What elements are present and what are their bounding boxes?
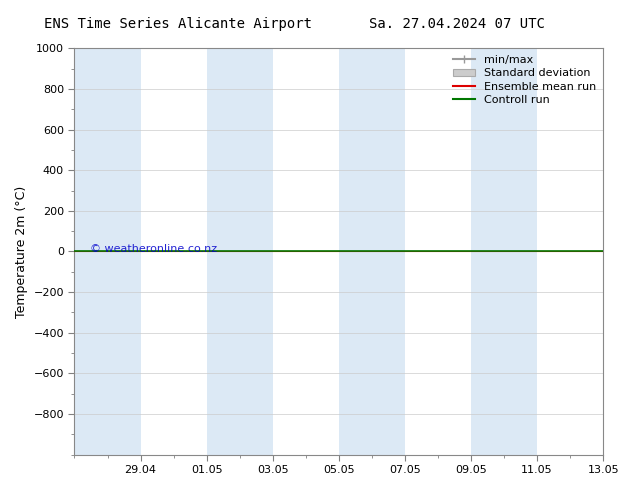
Bar (339, 49, 405, 455)
Text: Sa. 27.04.2024 07 UTC: Sa. 27.04.2024 07 UTC (368, 17, 545, 31)
Bar (471, 49, 537, 455)
Text: ENS Time Series Alicante Airport: ENS Time Series Alicante Airport (44, 17, 311, 31)
Bar (74, 49, 141, 455)
Legend: min/max, Standard deviation, Ensemble mean run, Controll run: min/max, Standard deviation, Ensemble me… (449, 50, 601, 109)
Text: © weatheronline.co.nz: © weatheronline.co.nz (90, 245, 217, 254)
Bar (207, 49, 273, 455)
Y-axis label: Temperature 2m (°C): Temperature 2m (°C) (15, 185, 28, 318)
